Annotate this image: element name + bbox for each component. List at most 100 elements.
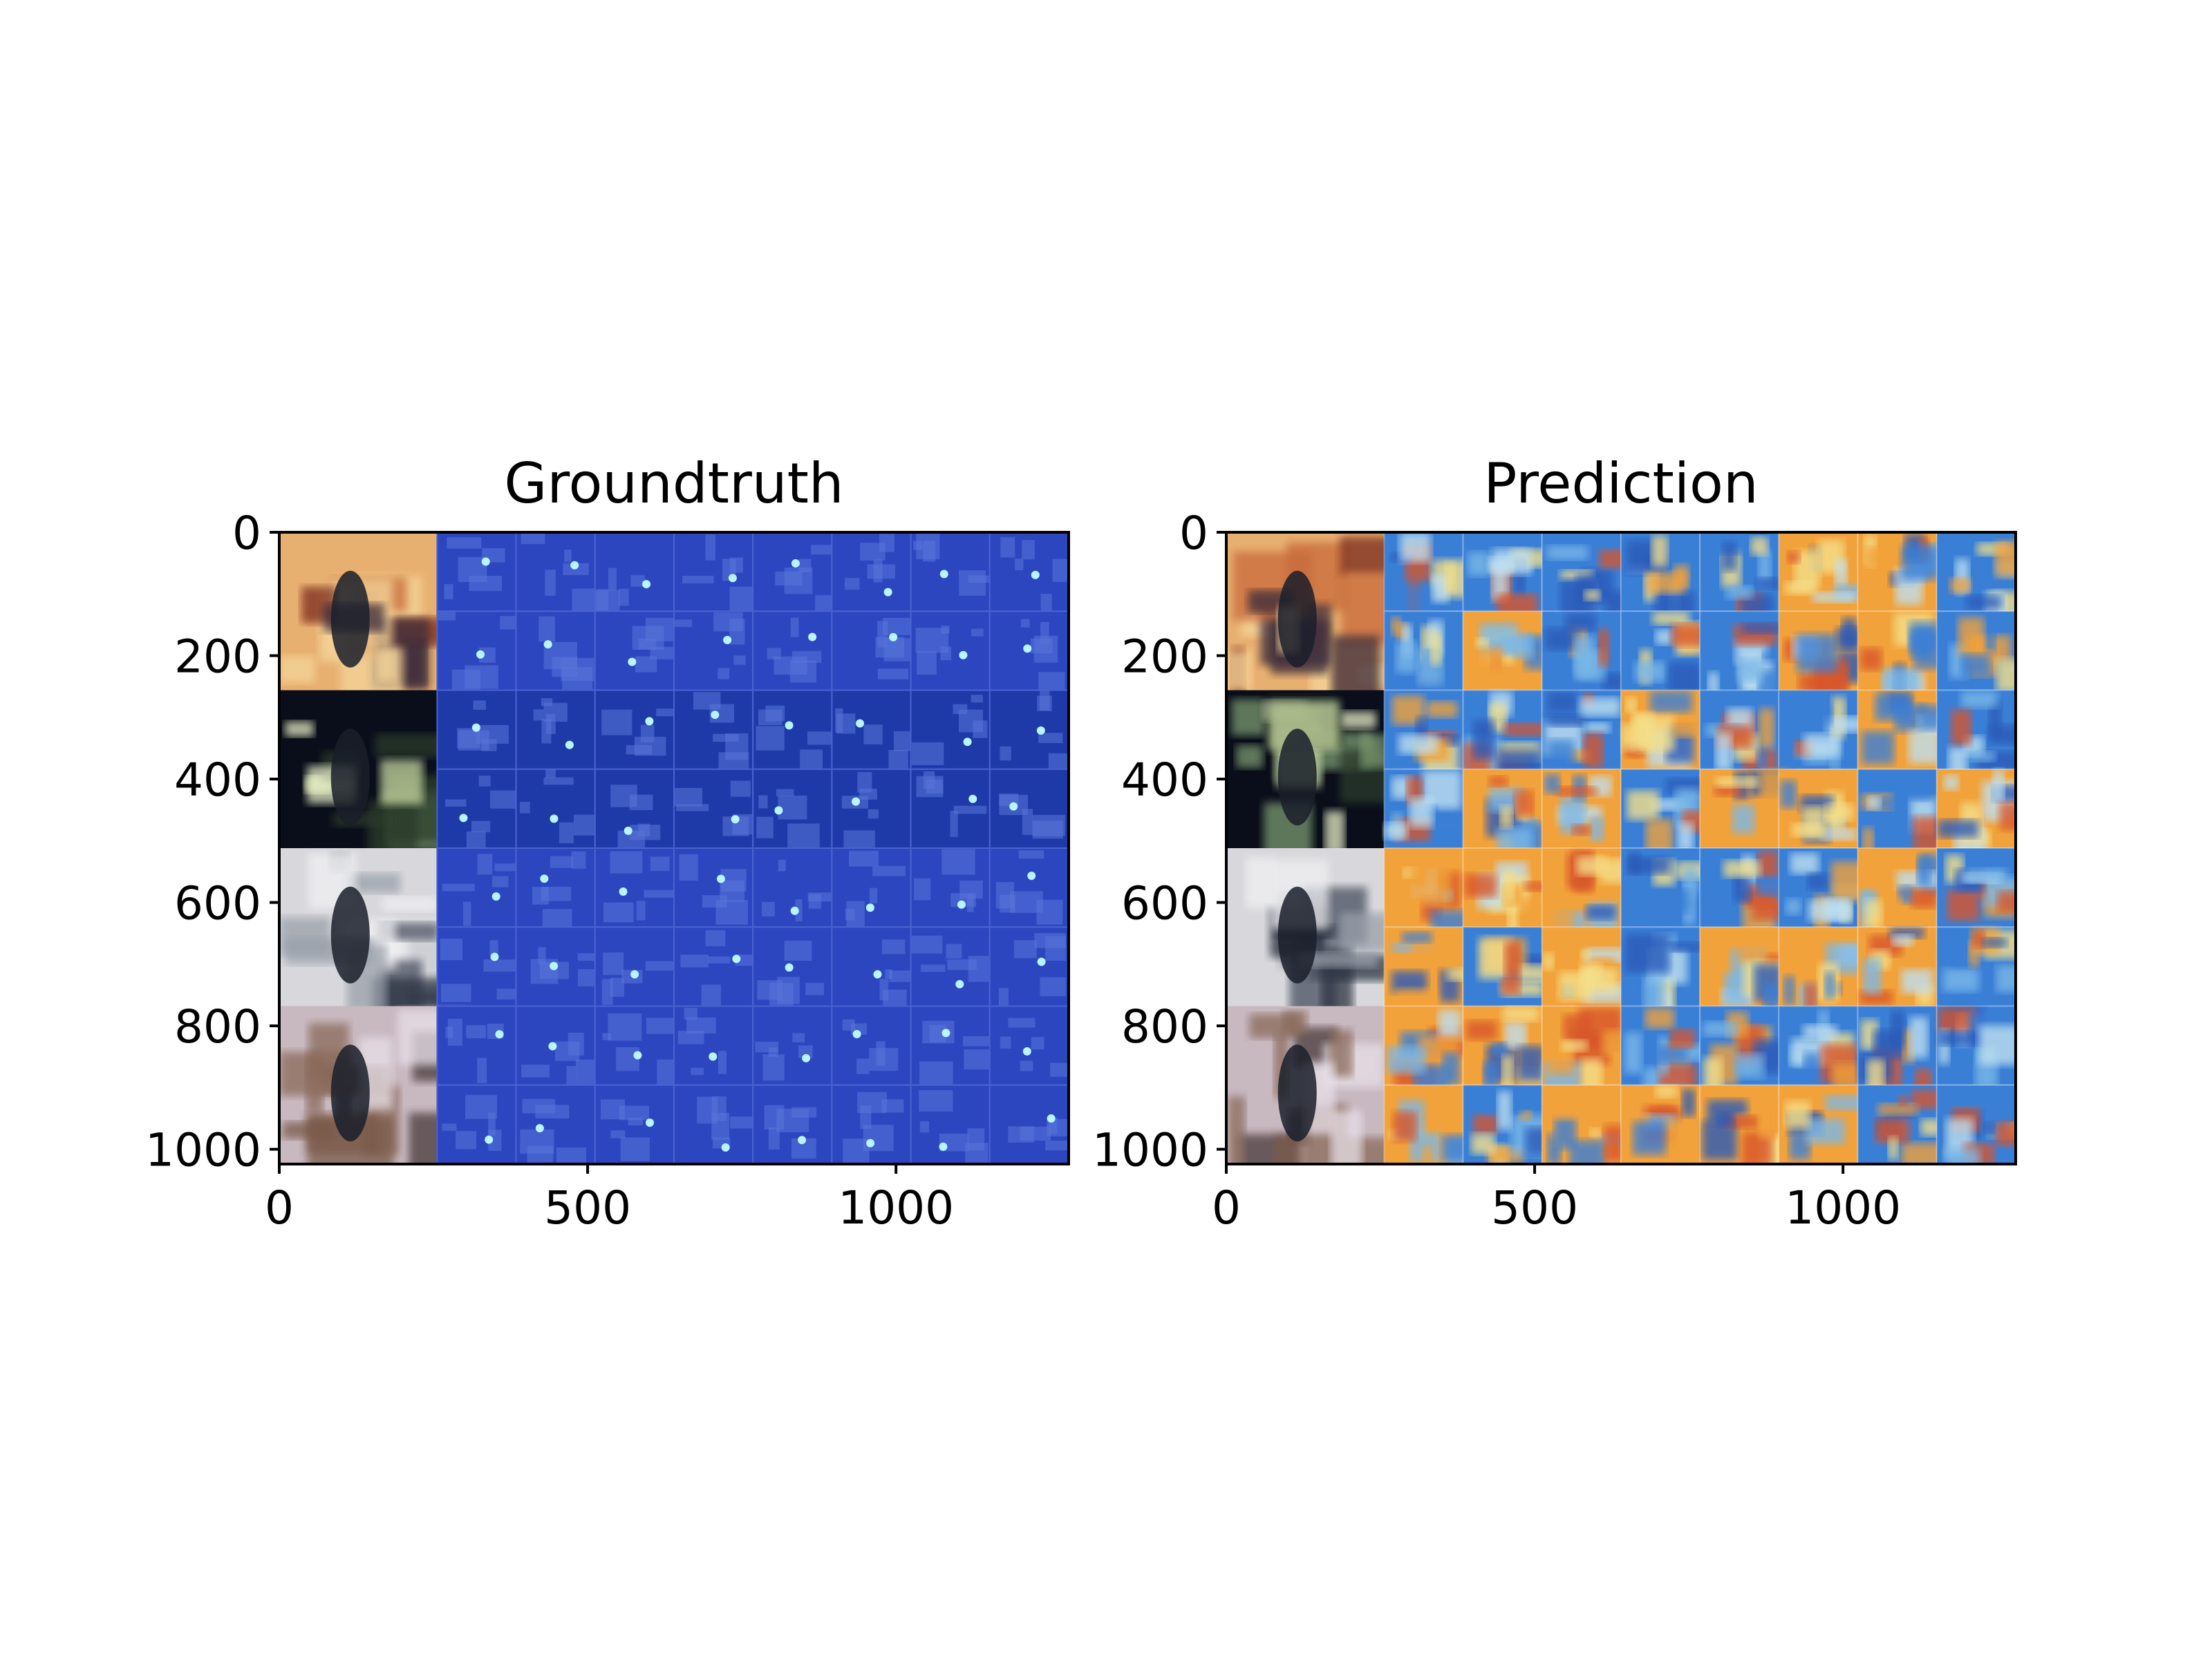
heatmap-cell: [436, 768, 525, 850]
heatmap-cell: [1462, 610, 1553, 691]
heatmap-cell: [1936, 847, 2016, 928]
heatmap-cell: [910, 768, 991, 849]
heatmap-cell: [594, 926, 677, 1007]
x-tick-label: 500: [1491, 1181, 1578, 1235]
prediction-x-axis: 0 500 1000: [1212, 1164, 1901, 1235]
y-tick-label: 600: [1121, 877, 1208, 930]
heatmap-cell: [1462, 532, 1548, 617]
heatmap-cell: [1541, 1084, 1631, 1164]
heatmap-cell: [752, 847, 836, 928]
heatmap-cell: [1699, 768, 1793, 849]
heatmap-cell: [1936, 1084, 2016, 1164]
heatmap-cell: [1541, 689, 1622, 770]
heatmap-cell: [673, 926, 754, 1007]
heatmap-cell: [988, 1005, 1069, 1086]
heatmap-cell: [673, 610, 754, 691]
heatmap-cell: [1462, 1084, 1566, 1164]
heatmap-cell: [831, 532, 912, 612]
heatmap-cell: [1462, 1005, 1562, 1093]
heatmap-cell: [1857, 689, 1956, 770]
heatmap-cell: [1462, 768, 1546, 856]
x-tick-label: 0: [265, 1181, 294, 1235]
heatmap-cell: [1857, 1084, 1945, 1164]
prediction-y-axis: 0 200 400 600 800 1000: [1092, 507, 1226, 1177]
heatmap-cell: [436, 847, 518, 928]
heatmap-cell: [752, 610, 833, 691]
heatmap-cell: [831, 1084, 912, 1164]
heatmap-cell: [436, 689, 517, 770]
heatmap-cell: [1620, 1084, 1712, 1164]
heatmap-cell: [1541, 532, 1635, 626]
heatmap-cell: [515, 689, 596, 770]
x-tick-label: 1000: [1785, 1181, 1901, 1235]
heatmap-cell: [1541, 610, 1631, 692]
heatmap-cell: [436, 926, 527, 1007]
heatmap-cell: [1778, 1005, 1873, 1094]
heatmap-cell: [988, 847, 1069, 928]
heatmap-cell: [436, 532, 517, 612]
heatmap-cell: [1778, 689, 1863, 770]
y-tick-label: 200: [1121, 630, 1208, 684]
heatmap-cell: [1383, 610, 1464, 691]
heatmap-cell: [673, 768, 756, 849]
y-tick-label: 200: [174, 630, 261, 684]
heatmap-cell: [988, 1084, 1069, 1164]
heatmap-cell: [436, 1005, 517, 1086]
heatmap-cell: [1383, 532, 1470, 621]
heatmap-cell: [1936, 768, 2016, 861]
heatmap-cell: [436, 610, 518, 693]
groundtruth-axes-frame: [278, 531, 1070, 1165]
heatmap-cell: [831, 926, 921, 1009]
heatmap-cell: [831, 610, 915, 691]
heatmap-cell: [988, 610, 1069, 692]
heatmap-cell: [515, 847, 596, 936]
heatmap-cell: [1778, 1084, 1867, 1164]
heatmap-cell: [910, 926, 991, 1007]
heatmap-cell: [673, 847, 754, 928]
heatmap-cell: [1936, 926, 2016, 1007]
heatmap-cell: [515, 1005, 608, 1088]
heatmap-cell: [1936, 610, 2016, 693]
heatmap-cell: [673, 1084, 760, 1164]
y-tick-label: 600: [174, 877, 261, 930]
heatmap-cell: [910, 1084, 991, 1164]
prediction-panel: Prediction 0 500 1000 0 200 400 600 800 1000: [1092, 451, 2017, 1235]
prediction-image-area: [1226, 532, 2016, 1164]
heatmap-cell: [1620, 926, 1710, 1023]
heatmap-cell: [988, 689, 1069, 776]
heatmap-cell: [1541, 768, 1626, 849]
heatmap-cell: [752, 768, 833, 850]
heatmap-cell: [673, 689, 754, 774]
heatmap-cell: [436, 1084, 517, 1164]
heatmap-cell: [1462, 926, 1547, 1015]
y-tick-label: 400: [174, 753, 261, 807]
heatmap-cell: [1383, 847, 1474, 937]
groundtruth-x-axis: 0 500 1000: [265, 1164, 954, 1235]
groundtruth-panel: Groundtruth 0 500 1000 0 200 400 600 800 1000: [145, 451, 1070, 1235]
heatmap-cell: [752, 1084, 833, 1164]
heatmap-cell: [673, 532, 765, 614]
heatmap-cell: [594, 610, 682, 691]
y-tick-label: 1000: [1092, 1124, 1208, 1177]
x-tick-label: 1000: [838, 1181, 954, 1235]
heatmap-cell: [1699, 610, 1782, 697]
y-tick-label: 400: [1121, 753, 1208, 807]
heatmap-cell: [515, 926, 599, 1007]
input-frame-thumbnail: [1226, 1006, 1403, 1164]
heatmap-cell: [1699, 1005, 1792, 1093]
groundtruth-title: Groundtruth: [504, 451, 843, 516]
heatmap-cell: [1620, 768, 1721, 859]
heatmap-cell: [1383, 1005, 1468, 1093]
heatmap-cell: [1936, 532, 2016, 632]
x-tick-label: 0: [1212, 1181, 1241, 1235]
prediction-title: Prediction: [1483, 451, 1758, 516]
heatmap-cell: [752, 689, 842, 770]
heatmap-cell: [1857, 768, 1947, 861]
heatmap-cell: [673, 1005, 754, 1086]
groundtruth-image-area: [279, 532, 1069, 1164]
groundtruth-y-axis: 0 200 400 600 800 1000: [145, 507, 279, 1177]
y-tick-label: 800: [1121, 1000, 1208, 1053]
heatmap-cell: [831, 689, 912, 774]
heatmap-cell: [1936, 1005, 2016, 1089]
heatmap-cell: [910, 610, 991, 691]
